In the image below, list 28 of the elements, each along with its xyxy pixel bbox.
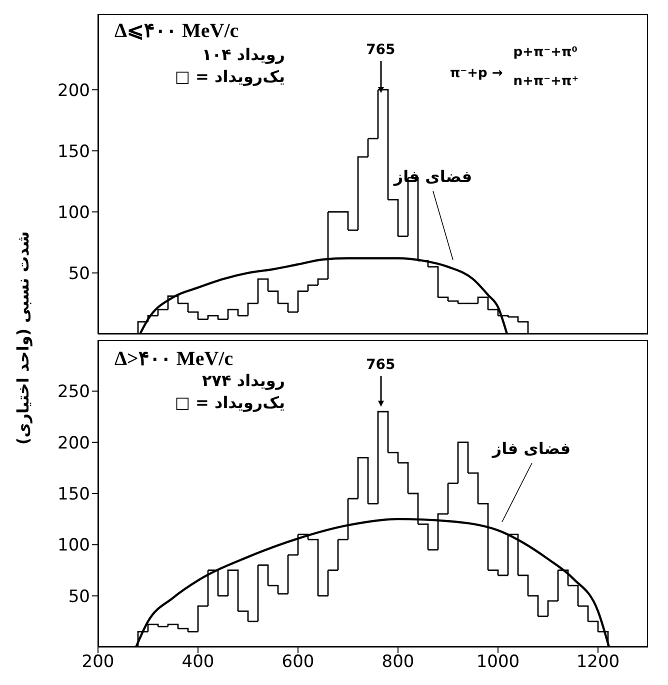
annotation: Δ⩽۴۰۰ MeV/c: [114, 20, 239, 42]
annotation: فضای فاز: [492, 439, 572, 458]
y-tick-label: 200: [58, 433, 90, 454]
annotation: □ = یک‌رویداد: [174, 67, 285, 86]
y-tick-label: 100: [58, 536, 90, 556]
x-tick-label: 600: [282, 652, 314, 672]
y-tick-label: 250: [58, 382, 90, 402]
annotation: p+π⁻+π⁰: [513, 45, 578, 60]
annotation: 765: [365, 357, 396, 374]
x-tick-label: 1000: [476, 652, 520, 672]
annotation: π⁻+p →: [450, 66, 503, 82]
annotation: 765: [365, 42, 396, 58]
y-tick-label: 150: [58, 484, 90, 505]
y-tick-label: 200: [58, 80, 90, 101]
x-tick-label: 1200: [576, 652, 620, 672]
y-tick-label: 100: [58, 202, 90, 223]
x-tick-label: 400: [182, 652, 214, 672]
annotation: n+π⁻+π⁺: [513, 74, 579, 90]
x-tick-label: 200: [82, 652, 114, 672]
annotation: ۱۰۴ رویداد: [202, 45, 285, 64]
y-tick-label: 150: [58, 142, 90, 162]
annotation: □ = یک‌رویداد: [174, 392, 285, 412]
annotation: Δ>۴۰۰ MeV/c: [114, 348, 234, 370]
annotation: ۲۷۴ رویداد: [202, 371, 285, 390]
x-tick-label: 800: [382, 652, 414, 672]
y-tick-label: 50: [68, 264, 90, 284]
y-axis-title: شدت نسبی (واحد اختیاری): [14, 231, 32, 445]
y-tick-label: 50: [68, 586, 90, 607]
